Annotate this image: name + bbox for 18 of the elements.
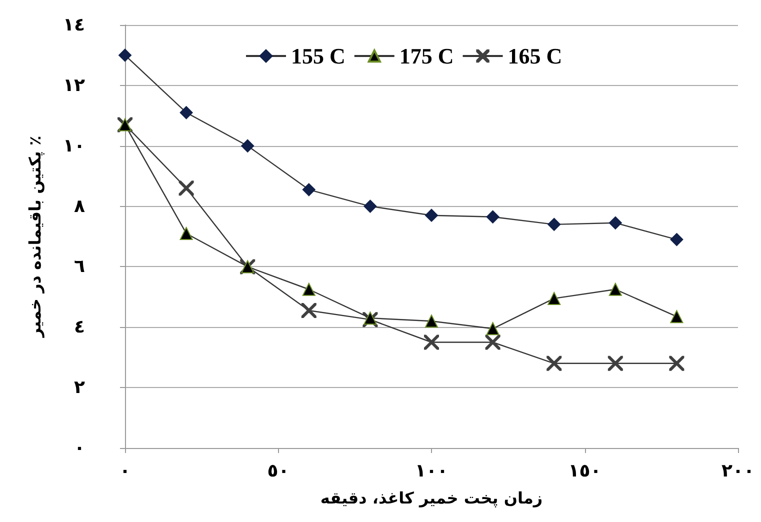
x-tick-label: ٢٠٠: [722, 460, 754, 482]
y-tick-label: ٤: [74, 316, 85, 338]
y-tick-label: ١٤: [63, 14, 85, 36]
y-tick-label: ٨: [74, 196, 85, 217]
x-tick-label: ٠: [120, 460, 130, 482]
x-axis-title: زمان پخت خمیر کاغذ، دقیقه: [320, 488, 543, 508]
x-tick-label: ٥٠: [267, 460, 290, 482]
y-tick-label: ١٠: [63, 135, 85, 156]
y-tick-label: ٦: [74, 256, 85, 278]
y-tick-label: ١٢: [63, 74, 85, 96]
legend-label: 165 C: [508, 44, 562, 68]
y-tick-label: ٢: [74, 377, 85, 398]
legend-label: 155 C: [291, 44, 346, 68]
y-tick-label: ٠: [74, 438, 85, 458]
y-axis-title: پکتین باقیمانده در خمیر ٪: [26, 136, 44, 338]
x-tick-label: ١٥٠: [568, 460, 602, 482]
x-tick-label: ١٠٠: [415, 460, 448, 482]
legend-label: 175 C: [399, 44, 454, 68]
